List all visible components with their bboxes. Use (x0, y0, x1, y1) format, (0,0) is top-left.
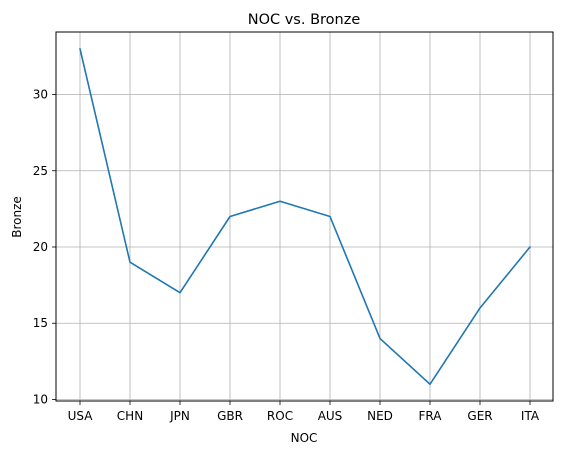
x-tick-label: GER (467, 409, 492, 423)
chart-title: NOC vs. Bronze (248, 12, 361, 28)
y-tick-label: 15 (33, 316, 48, 330)
plot-frame (55, 31, 554, 402)
x-tick-label: GBR (217, 409, 243, 423)
y-tick-label: 30 (33, 88, 48, 102)
y-tick-label: 25 (33, 164, 48, 178)
series-layer (79, 47, 531, 386)
y-axis: 10 15 20 25 30 (33, 88, 56, 406)
y-axis-label: Bronze (10, 196, 24, 238)
x-tick-label: AUS (318, 409, 343, 423)
x-tick-label: NED (367, 409, 393, 423)
x-tick-label: JPN (169, 409, 190, 423)
x-axis: USA CHN JPN GBR ROC AUS NED FRA GER ITA (68, 401, 540, 423)
y-tick-label: 20 (33, 240, 48, 254)
x-tick-label: ROC (267, 409, 293, 423)
grid-lines (56, 32, 553, 401)
x-tick-label: FRA (419, 409, 443, 423)
x-tick-label: USA (68, 409, 94, 423)
y-tick-label: 10 (33, 392, 48, 406)
x-tick-label: ITA (521, 409, 540, 423)
x-tick-label: CHN (117, 409, 143, 423)
x-axis-label: NOC (291, 431, 318, 445)
bronze-series-line (79, 47, 531, 386)
